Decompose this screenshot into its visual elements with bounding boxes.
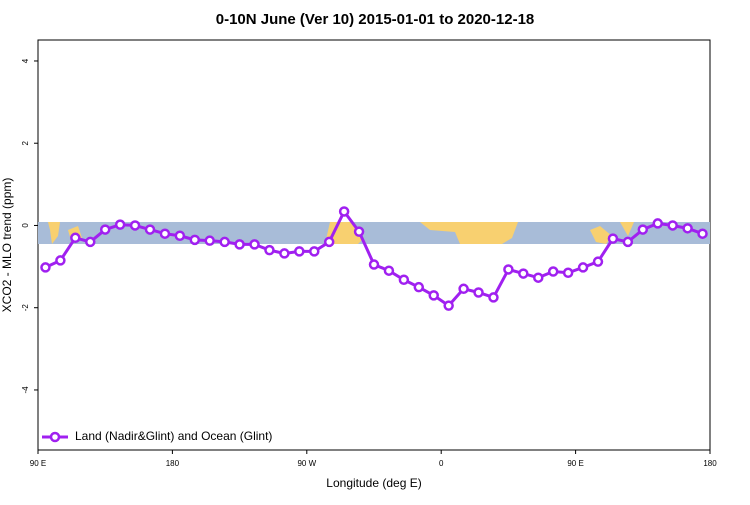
data-point <box>682 223 693 234</box>
legend: Land (Nadir&Glint) and Ocean (Glint) <box>42 429 272 443</box>
data-point <box>368 259 380 270</box>
chart-title: 0-10N June (Ver 10) 2015-01-01 to 2020-1… <box>216 11 535 28</box>
data-point <box>159 228 171 239</box>
y-tick-label: 4 <box>21 58 30 63</box>
y-axis-label: XCO2 - MLO trend (ppm) <box>0 178 14 313</box>
data-point <box>174 230 186 241</box>
data-point <box>562 267 574 279</box>
y-tick-label: -2 <box>21 304 30 312</box>
data-point <box>40 262 51 273</box>
land <box>590 226 612 244</box>
data-point <box>697 228 708 239</box>
data-point <box>503 264 514 275</box>
data-point <box>622 236 634 248</box>
y-tick-label: 2 <box>21 140 30 145</box>
land <box>48 222 60 244</box>
x-tick-label: 90 E <box>30 459 46 468</box>
data-point <box>533 272 544 283</box>
x-tick-label: 90 E <box>567 459 583 468</box>
y-tick-label: 0 <box>21 223 30 228</box>
data-point <box>413 281 425 293</box>
land <box>325 222 362 244</box>
data-point <box>443 300 454 311</box>
data-point <box>309 246 320 257</box>
data-point <box>473 287 484 298</box>
data-point <box>129 220 141 231</box>
x-axis-label: Longitude (deg E) <box>326 476 421 490</box>
data-point <box>99 224 111 235</box>
plot-frame <box>37 39 711 451</box>
data-point <box>488 292 499 303</box>
data-point <box>652 218 663 229</box>
legend-marker <box>49 431 61 443</box>
data-point <box>204 235 215 246</box>
data-point <box>234 239 245 250</box>
data-point <box>428 290 439 301</box>
x-tick-label: 90 W <box>297 459 316 468</box>
data-point <box>667 220 678 231</box>
data-point <box>294 246 305 257</box>
legend-label: Land (Nadir&Glint) and Ocean (Glint) <box>75 429 272 443</box>
data-point <box>70 232 81 244</box>
data-point <box>323 236 335 248</box>
x-tick-label: 180 <box>166 459 180 468</box>
data-point <box>518 268 529 279</box>
data-point <box>264 244 275 256</box>
data-point <box>383 265 395 276</box>
data-point <box>547 266 559 277</box>
data-point <box>114 219 126 230</box>
data-point <box>577 262 589 273</box>
land <box>620 222 634 236</box>
data-point <box>637 224 649 235</box>
data-point <box>458 283 469 295</box>
x-tick-label: 0 <box>439 459 444 468</box>
data-point <box>85 236 96 248</box>
land <box>420 222 518 244</box>
data-point <box>189 234 201 246</box>
data-point <box>55 255 66 266</box>
data-point <box>144 224 156 235</box>
data-point <box>219 236 230 248</box>
data-point <box>398 274 410 285</box>
x-tick-label: 180 <box>703 459 717 468</box>
data-point <box>607 233 619 244</box>
data-point <box>338 206 350 217</box>
y-tick-label: -4 <box>21 386 30 394</box>
data-point <box>353 226 365 237</box>
data-point <box>249 239 260 250</box>
data-point <box>592 256 604 267</box>
data-point <box>279 248 290 259</box>
